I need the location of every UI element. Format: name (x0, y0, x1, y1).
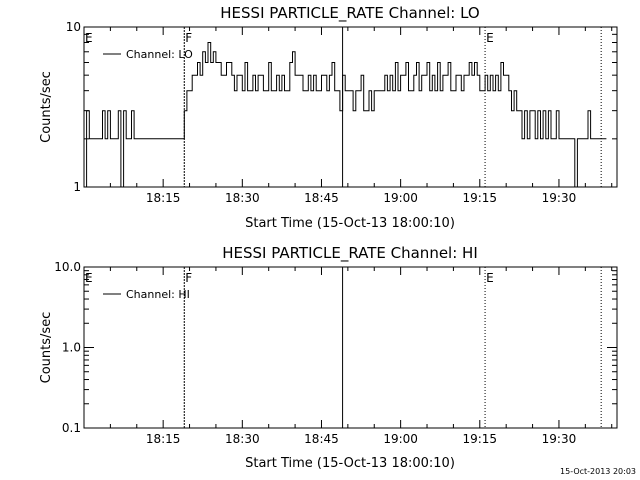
chart-panel-2: HESSI PARTICLE_RATE Channel: HI Counts/se… (39, 244, 618, 471)
annotation-label: E (486, 31, 494, 45)
x-tick-label: 19:15 (462, 191, 497, 205)
chart-panel-1: HESSI PARTICLE_RATE Channel: LO Counts/se… (39, 4, 618, 231)
x-tick-label: 18:45 (304, 191, 339, 205)
series-line-channel-lo (84, 42, 607, 187)
x-tick-label: 19:00 (383, 191, 418, 205)
plot-frame (83, 26, 618, 188)
x-tick-label: 18:30 (225, 191, 260, 205)
y-tick-label: 0.1 (62, 421, 81, 435)
y-tick-label: 1.0 (62, 341, 81, 355)
legend-entry: Channel: HI (126, 288, 190, 301)
y-axis-label: Counts/sec (39, 312, 54, 384)
footer-timestamp: 15-Oct-2013 20:03 (560, 467, 636, 476)
x-axis-label: Start Time (15-Oct-13 18:00:10) (245, 456, 455, 471)
annotation-label: E (85, 271, 93, 285)
annotation-label: F (185, 271, 192, 285)
y-tick-label: 1 (73, 180, 81, 194)
x-axis-label: Start Time (15-Oct-13 18:00:10) (245, 216, 455, 231)
x-tick-label: 18:15 (146, 432, 181, 446)
chart-title: HESSI PARTICLE_RATE Channel: HI (222, 244, 478, 263)
chart-title: HESSI PARTICLE_RATE Channel: LO (220, 4, 479, 23)
x-tick-label: 18:30 (225, 432, 260, 446)
annotation-label: E (85, 31, 93, 45)
x-tick-label: 19:30 (542, 432, 577, 446)
annotation-label: F (185, 31, 192, 45)
x-tick-label: 19:00 (383, 432, 418, 446)
annotation-label: E (486, 271, 494, 285)
x-tick-label: 18:15 (146, 191, 181, 205)
y-tick-label: 10 (66, 20, 81, 34)
x-tick-label: 19:15 (462, 432, 497, 446)
y-tick-label: 10.0 (54, 260, 81, 274)
legend-entry: Channel: LO (126, 48, 193, 61)
x-tick-label: 19:30 (542, 191, 577, 205)
y-axis-label: Counts/sec (39, 71, 54, 143)
x-tick-label: 18:45 (304, 432, 339, 446)
